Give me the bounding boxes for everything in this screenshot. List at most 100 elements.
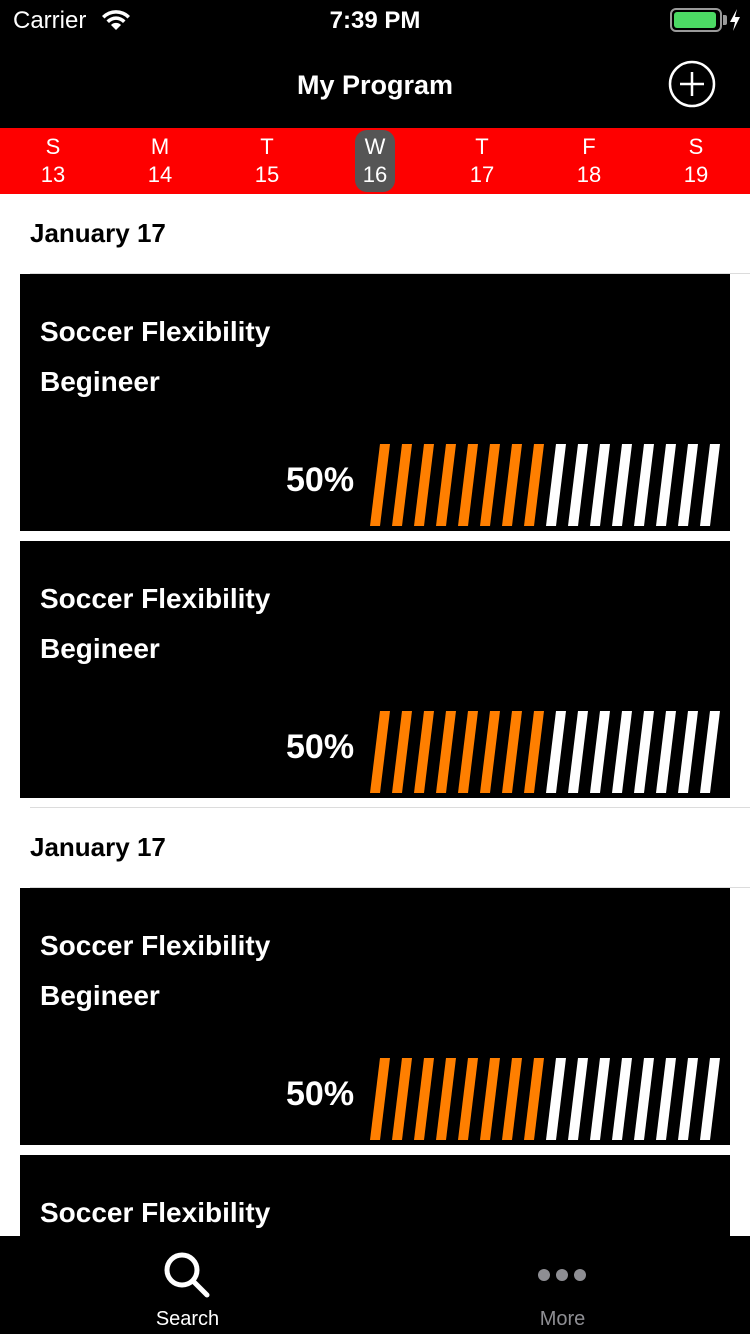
- progress-segment-empty: [612, 711, 632, 793]
- progress-bar: [370, 444, 720, 526]
- day-number: 18: [576, 162, 602, 187]
- selected-day-highlight: [355, 130, 395, 192]
- progress-segment-filled: [414, 711, 434, 793]
- tab-label-search: Search: [155, 1308, 220, 1330]
- progress-segment-filled: [370, 1058, 390, 1140]
- progress-segment-empty: [612, 1058, 632, 1140]
- progress-segment-filled: [524, 1058, 544, 1140]
- progress-segment-filled: [436, 1058, 456, 1140]
- progress-bar: [370, 711, 720, 793]
- progress-segment-filled: [370, 711, 390, 793]
- progress-segment-empty: [568, 711, 588, 793]
- section-header: January 17: [30, 218, 166, 248]
- progress-segment-filled: [392, 711, 412, 793]
- week-selector: S 13 M 14 T 15 W 16 T 17 F 18 S 19: [0, 128, 750, 194]
- day-2[interactable]: T 15: [247, 128, 287, 194]
- progress-segment-empty: [634, 711, 654, 793]
- progress-segment-filled: [502, 444, 522, 526]
- battery-icon: [670, 8, 722, 32]
- program-title: Soccer Flexibility: [40, 316, 271, 347]
- day-0[interactable]: S 13: [33, 128, 73, 194]
- progress-segment-empty: [546, 711, 566, 793]
- progress-label: 50%: [286, 728, 355, 766]
- day-number: 13: [40, 162, 66, 187]
- day-letter: T: [260, 134, 274, 159]
- progress-segment-empty: [700, 711, 720, 793]
- progress-segment-empty: [700, 444, 720, 526]
- program-level: Begineer: [40, 633, 160, 664]
- day-number: 16: [362, 162, 388, 187]
- day-number: 17: [469, 162, 495, 187]
- progress-label: 50%: [286, 461, 355, 499]
- top-bar: Carrier 7:39 PM My Program: [0, 0, 750, 128]
- day-5[interactable]: F 18: [569, 128, 609, 194]
- day-letter: T: [475, 134, 489, 159]
- battery-level: [674, 12, 716, 28]
- wifi-icon: [102, 10, 130, 30]
- day-3[interactable]: W 16: [355, 128, 395, 194]
- progress-segment-empty: [546, 1058, 566, 1140]
- add-program-button[interactable]: [668, 60, 716, 108]
- page-title: My Program: [296, 70, 454, 100]
- progress-segment-filled: [524, 711, 544, 793]
- battery-cap: [723, 15, 727, 25]
- progress-segment-filled: [502, 711, 522, 793]
- tab-more[interactable]: More: [375, 1236, 750, 1334]
- progress-segment-filled: [458, 444, 478, 526]
- progress-segment-filled: [436, 444, 456, 526]
- program-level: Begineer: [40, 366, 160, 397]
- day-letter: W: [364, 134, 386, 159]
- progress-label: 50%: [286, 1075, 355, 1113]
- charging-bolt-icon: [730, 9, 740, 31]
- program-card[interactable]: Soccer Flexibility Begineer 50%: [20, 888, 730, 1145]
- program-card[interactable]: Soccer Flexibility Begineer 50%: [20, 274, 730, 531]
- progress-segment-empty: [656, 711, 676, 793]
- progress-segment-empty: [590, 711, 610, 793]
- tab-label-more: More: [539, 1308, 586, 1330]
- progress-segment-empty: [568, 444, 588, 526]
- progress-segment-empty: [568, 1058, 588, 1140]
- progress-segment-empty: [546, 444, 566, 526]
- progress-segment-filled: [458, 1058, 478, 1140]
- program-title: Soccer Flexibility: [40, 1197, 271, 1228]
- day-number: 15: [254, 162, 280, 187]
- search-icon: [164, 1252, 210, 1298]
- progress-segment-empty: [634, 1058, 654, 1140]
- progress-segment-filled: [414, 444, 434, 526]
- section-header: January 17: [30, 832, 166, 862]
- carrier-label: Carrier: [13, 7, 87, 34]
- clock: 7:39 PM: [329, 7, 421, 34]
- program-title: Soccer Flexibility: [40, 930, 271, 961]
- day-letter: M: [150, 134, 170, 159]
- progress-segment-filled: [370, 444, 390, 526]
- progress-segment-empty: [590, 444, 610, 526]
- progress-segment-empty: [678, 711, 698, 793]
- day-letter: S: [45, 134, 61, 159]
- tab-search[interactable]: Search: [0, 1236, 375, 1334]
- program-title: Soccer Flexibility: [40, 583, 271, 614]
- progress-segment-filled: [392, 444, 412, 526]
- program-list[interactable]: January 17 Soccer Flexibility Begineer 50% S…: [0, 194, 750, 1236]
- day-letter: S: [688, 134, 704, 159]
- progress-segment-empty: [678, 444, 698, 526]
- progress-segment-filled: [436, 711, 456, 793]
- section-divider: [30, 273, 750, 274]
- progress-segment-empty: [656, 444, 676, 526]
- day-6[interactable]: S 19: [676, 128, 716, 194]
- program-level: Begineer: [40, 980, 160, 1011]
- progress-segment-empty: [656, 1058, 676, 1140]
- progress-segment-filled: [480, 711, 500, 793]
- progress-segment-filled: [502, 1058, 522, 1140]
- progress-segment-empty: [700, 1058, 720, 1140]
- progress-segment-empty: [612, 444, 632, 526]
- program-card[interactable]: Soccer Flexibility Begineer 50%: [20, 541, 730, 798]
- progress-segment-filled: [458, 711, 478, 793]
- section-divider: [30, 807, 750, 808]
- progress-segment-empty: [678, 1058, 698, 1140]
- progress-bar: [370, 1058, 720, 1140]
- day-4[interactable]: T 17: [462, 128, 502, 194]
- progress-segment-empty: [590, 1058, 610, 1140]
- day-1[interactable]: M 14: [140, 128, 180, 194]
- progress-segment-filled: [480, 444, 500, 526]
